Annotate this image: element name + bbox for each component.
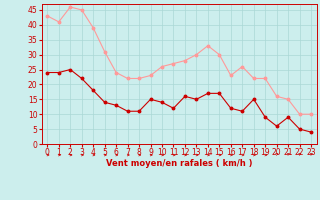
X-axis label: Vent moyen/en rafales ( km/h ): Vent moyen/en rafales ( km/h ) (106, 159, 252, 168)
